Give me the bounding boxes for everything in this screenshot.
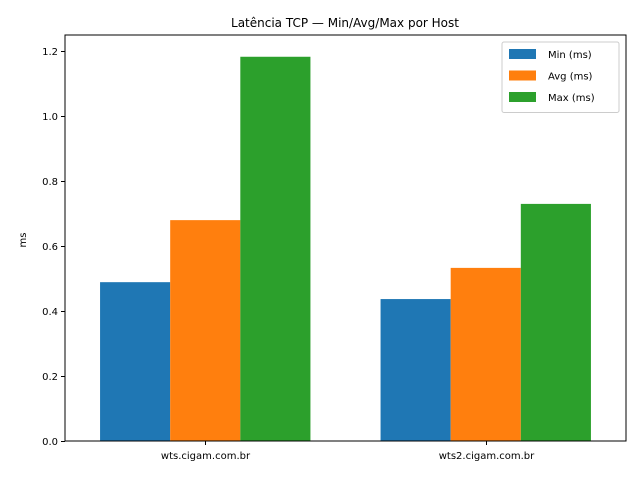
bar-0-1 — [380, 299, 451, 441]
legend-swatch-0 — [509, 49, 536, 59]
legend-label-2: Max (ms) — [548, 93, 595, 104]
plot-frame — [64, 34, 627, 442]
bar-1-0 — [170, 220, 241, 441]
y-tick-label-5: 1.0 — [42, 112, 58, 123]
x-tick-label-0: wts.cigam.com.br — [161, 451, 251, 462]
bars-layer — [100, 56, 591, 442]
chart-title: Latência TCP — Min/Avg/Max por Host — [231, 16, 459, 30]
x-tick-label-1: wts2.cigam.com.br — [439, 451, 535, 462]
y-tick-label-6: 1.2 — [42, 47, 58, 58]
legend-swatch-2 — [509, 92, 536, 102]
bar-2-0 — [240, 56, 311, 442]
y-tick-label-3: 0.6 — [42, 242, 58, 253]
legend: Min (ms) Avg (ms) Max (ms) — [501, 41, 620, 113]
y-tick-label-0: 0.0 — [42, 437, 58, 448]
legend-swatch-1 — [509, 70, 536, 81]
bar-0-0 — [100, 282, 171, 441]
bar-2-1 — [520, 203, 591, 441]
y-tick-label-4: 0.8 — [42, 177, 58, 188]
legend-label-0: Min (ms) — [548, 50, 592, 61]
y-axis-label: ms — [18, 233, 29, 248]
y-tick-label-2: 0.4 — [42, 307, 58, 318]
legend-label-1: Avg (ms) — [548, 72, 593, 83]
y-tick-label-1: 0.2 — [42, 372, 58, 383]
bar-1-1 — [450, 267, 521, 441]
axes-layer: 0.0 0.2 0.4 0.6 0.8 1.0 1.2 wts.cigam.com.br wts… — [42, 34, 627, 462]
